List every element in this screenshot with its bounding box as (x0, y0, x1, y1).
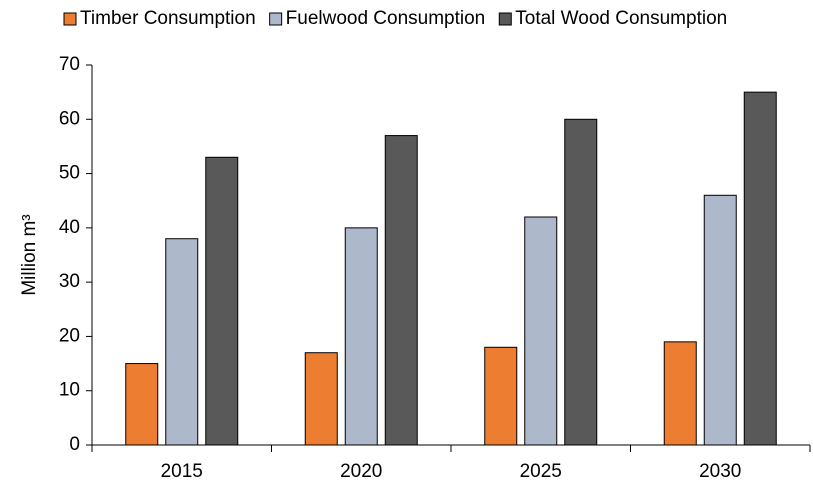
y-tick-label: 40 (59, 217, 80, 238)
bar (743, 91, 777, 446)
bar (304, 352, 338, 446)
y-tick-label: 60 (59, 108, 80, 129)
y-tick-label: 70 (59, 54, 80, 75)
bar (205, 156, 239, 446)
y-axis-label: Million m³ (19, 214, 40, 295)
x-tick-label: 2030 (699, 461, 741, 482)
legend-label: Total Wood Consumption (515, 8, 727, 29)
bar (125, 363, 159, 446)
bar (703, 194, 737, 446)
legend-label: Fuelwood Consumption (286, 8, 486, 29)
x-tick-label: 2020 (340, 461, 382, 482)
y-tick-label: 20 (59, 325, 80, 346)
y-tick-label: 50 (59, 163, 80, 184)
bar (484, 346, 518, 446)
y-tick-label: 30 (59, 271, 80, 292)
bar (344, 227, 378, 446)
bar (663, 341, 697, 446)
legend-label: Timber Consumption (80, 8, 256, 29)
legend-swatch (63, 12, 77, 26)
bar (384, 135, 418, 446)
legend-swatch (498, 12, 512, 26)
x-tick-label: 2025 (520, 461, 562, 482)
y-tick-label: 10 (59, 380, 80, 401)
y-tick-label: 0 (69, 434, 80, 455)
legend-swatch (269, 12, 283, 26)
x-tick-label: 2015 (161, 461, 203, 482)
bar (564, 118, 598, 446)
bar (524, 216, 558, 446)
bar (165, 238, 199, 446)
